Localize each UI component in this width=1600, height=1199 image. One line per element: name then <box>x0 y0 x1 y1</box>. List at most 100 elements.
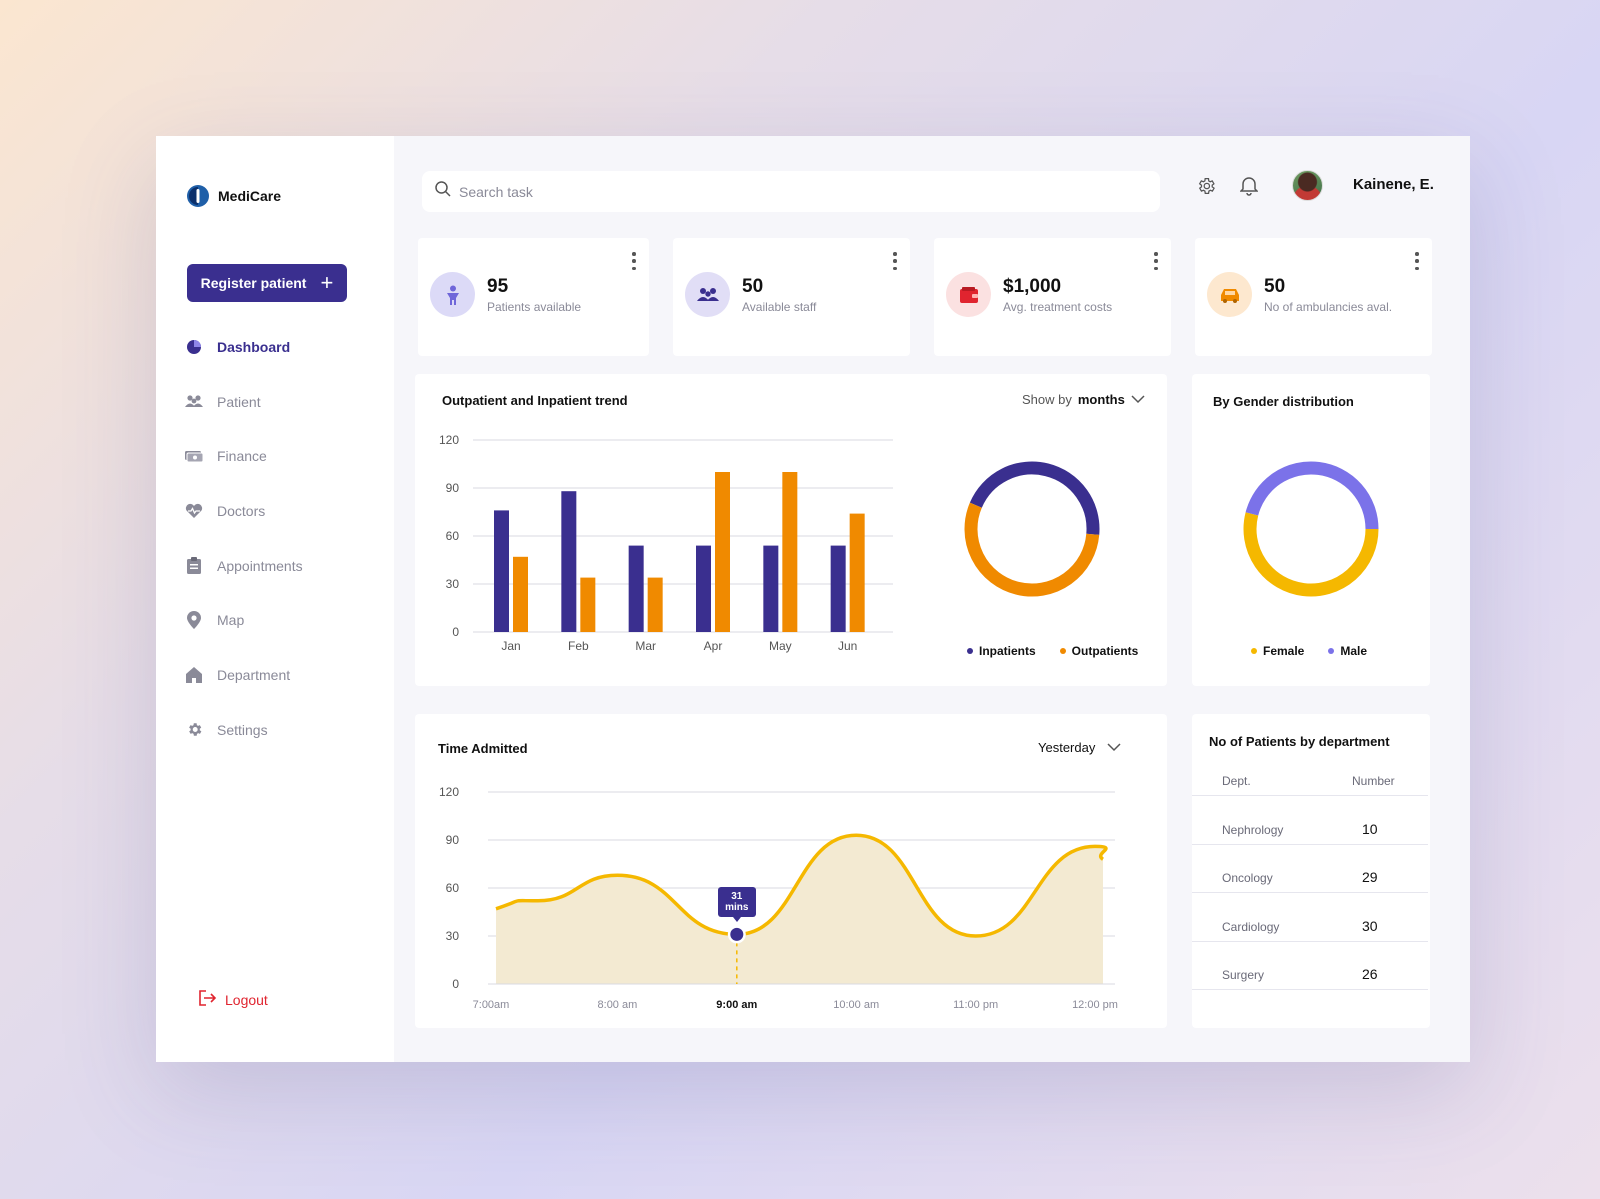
area-fill <box>496 835 1106 984</box>
bar-inpatients <box>494 510 509 632</box>
settings-icon[interactable] <box>1194 174 1218 198</box>
car-icon <box>1220 288 1239 303</box>
bar-outpatients <box>849 513 865 632</box>
home-icon <box>185 666 203 684</box>
show-by-dropdown[interactable]: Show by months <box>1022 392 1145 407</box>
bar-inpatients <box>561 491 577 632</box>
more-options-icon[interactable] <box>1153 252 1159 270</box>
dept-number: 30 <box>1362 917 1378 934</box>
dropdown-value: Yesterday <box>1038 740 1096 755</box>
x-tick-label: Mar <box>635 639 656 653</box>
sidebar-item-doctors[interactable]: Doctors <box>185 496 303 526</box>
logout-icon <box>199 990 217 1009</box>
chevron-down-icon <box>1131 395 1145 404</box>
x-tick-label: 9:00 am <box>716 999 757 1011</box>
app-name: MediCare <box>218 188 282 204</box>
stat-label: Patients available <box>487 300 582 314</box>
search-input[interactable] <box>459 183 1139 200</box>
table-row: Nephrology 10 <box>1192 796 1428 845</box>
gender-legend: Female Male <box>1251 644 1367 658</box>
y-tick-label: 120 <box>439 785 459 799</box>
person-icon <box>446 285 459 305</box>
y-tick-label: 120 <box>439 433 459 447</box>
table-row: Oncology 29 <box>1192 845 1428 893</box>
sidebar-item-label: Dashboard <box>217 339 291 355</box>
username[interactable]: Kainene, E. <box>1353 176 1434 193</box>
sidebar-item-department[interactable]: Department <box>185 660 303 690</box>
stat-value: $1,000 <box>1003 276 1062 297</box>
bar-inpatients <box>628 545 644 632</box>
sidebar-item-label: Settings <box>217 721 268 738</box>
group-icon <box>696 287 719 301</box>
avatar[interactable] <box>1292 170 1323 201</box>
stat-card-costs: $1,000 Avg. treatment costs <box>934 238 1171 356</box>
x-tick-label: 7:00am <box>473 999 510 1011</box>
gear-icon <box>185 721 203 739</box>
column-dept: Dept. <box>1222 773 1251 788</box>
x-tick-label: Apr <box>704 639 723 653</box>
y-tick-label: 0 <box>452 977 459 991</box>
logout-button[interactable]: Logout <box>199 990 268 1009</box>
sidebar-item-label: Appointments <box>217 557 303 574</box>
sidebar-item-patient[interactable]: Patient <box>185 387 303 417</box>
y-tick-label: 0 <box>452 625 459 639</box>
gender-donut <box>1243 461 1379 597</box>
more-options-icon[interactable] <box>631 252 637 270</box>
register-patient-button[interactable]: Register patient + <box>187 264 347 302</box>
legend-female: Female <box>1251 644 1304 658</box>
stat-label: No of ambulancies aval. <box>1264 300 1393 314</box>
logo[interactable]: MediCare <box>186 184 281 208</box>
bar-inpatients <box>830 545 846 632</box>
trend-card: Outpatient and Inpatient trend Show by m… <box>415 374 1167 686</box>
x-tick-label: 10:00 am <box>833 999 879 1011</box>
area-line <box>495 833 1108 938</box>
column-number: Number <box>1352 773 1395 788</box>
plus-icon: + <box>320 270 334 295</box>
inpatient-outpatient-donut <box>964 461 1100 597</box>
dept-name: Oncology <box>1222 871 1273 885</box>
x-tick-label: 12:00 pm <box>1072 999 1118 1011</box>
x-tick-label: Jun <box>838 639 857 653</box>
legend-male: Male <box>1328 644 1367 658</box>
donut-slice-female <box>1243 512 1379 597</box>
period-dropdown[interactable]: Yesterday <box>1038 740 1121 755</box>
sidebar-item-dashboard[interactable]: Dashboard <box>185 332 303 362</box>
sidebar-item-label: Patient <box>217 393 261 410</box>
x-tick-label: Feb <box>568 639 589 653</box>
stat-icon-bg <box>685 272 730 317</box>
sidebar-item-label: Map <box>217 612 245 629</box>
sidebar-item-appointments[interactable]: Appointments <box>185 551 303 581</box>
stat-icon-bg <box>1207 272 1252 317</box>
sidebar-item-finance[interactable]: Finance <box>185 441 303 471</box>
stat-icon-bg <box>946 272 991 317</box>
dept-number: 26 <box>1362 966 1378 982</box>
app-window: MediCare Register patient + Dashboard Pa… <box>156 136 1470 1062</box>
chevron-down-icon <box>1107 743 1121 752</box>
bar-outpatients <box>513 556 528 632</box>
stat-value: 50 <box>1264 276 1286 297</box>
y-tick-label: 30 <box>446 577 460 591</box>
main-content: Kainene, E. 95 Patients available 50 Ava… <box>394 136 1470 1062</box>
bar-outpatients <box>715 472 730 632</box>
more-options-icon[interactable] <box>892 252 898 270</box>
dept-number: 10 <box>1362 820 1378 837</box>
gender-card: By Gender distribution Female Male <box>1192 374 1430 686</box>
search-bar[interactable] <box>422 171 1160 212</box>
stat-icon-bg <box>430 272 475 317</box>
tooltip-value: 31 <box>731 891 743 903</box>
register-patient-label: Register patient <box>200 275 307 291</box>
donut-slice-outpatients <box>964 502 1100 597</box>
x-tick-label: May <box>769 639 792 653</box>
more-options-icon[interactable] <box>1414 252 1420 270</box>
bar-inpatients <box>696 545 711 632</box>
logout-label: Logout <box>225 991 268 1008</box>
trend-bar-chart: 0 30 60 90 120 Jan Feb Mar Apr May Jun <box>439 433 893 653</box>
cash-icon <box>185 447 203 465</box>
y-tick-label: 90 <box>446 481 460 495</box>
bell-icon[interactable] <box>1237 174 1261 198</box>
sidebar-item-settings[interactable]: Settings <box>185 715 303 745</box>
dept-number: 29 <box>1362 869 1378 885</box>
dept-name: Surgery <box>1222 968 1265 982</box>
bar-outpatients <box>782 472 798 632</box>
sidebar-item-map[interactable]: Map <box>185 605 303 635</box>
